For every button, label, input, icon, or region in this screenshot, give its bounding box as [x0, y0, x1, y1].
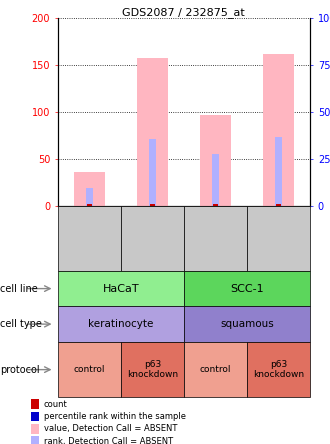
Text: value, Detection Call = ABSENT: value, Detection Call = ABSENT [44, 424, 177, 433]
Text: HaCaT: HaCaT [103, 284, 139, 293]
Text: control: control [74, 365, 105, 374]
Text: SCC-1: SCC-1 [230, 284, 264, 293]
Text: cell type: cell type [0, 319, 42, 329]
Bar [74, 171, 105, 206]
Text: squamous: squamous [220, 319, 274, 329]
Bar [212, 154, 219, 206]
Text: keratinocyte: keratinocyte [88, 319, 153, 329]
Bar [263, 54, 294, 206]
Text: p63
knockdown: p63 knockdown [127, 360, 178, 379]
Text: percentile rank within the sample: percentile rank within the sample [44, 412, 185, 421]
Bar [200, 115, 231, 206]
Bar [213, 204, 218, 206]
Text: p63
knockdown: p63 knockdown [253, 360, 304, 379]
Text: GDS2087 / 232875_at: GDS2087 / 232875_at [122, 7, 245, 18]
Text: protocol: protocol [0, 365, 40, 375]
Bar [137, 58, 168, 206]
Bar [275, 137, 282, 206]
Bar [87, 204, 91, 206]
Text: control: control [200, 365, 231, 374]
Bar [148, 139, 156, 206]
Bar [85, 188, 93, 206]
Bar [150, 204, 155, 206]
Bar [277, 204, 281, 206]
Text: cell line: cell line [0, 284, 38, 293]
Text: count: count [44, 400, 67, 408]
Text: rank, Detection Call = ABSENT: rank, Detection Call = ABSENT [44, 437, 173, 444]
